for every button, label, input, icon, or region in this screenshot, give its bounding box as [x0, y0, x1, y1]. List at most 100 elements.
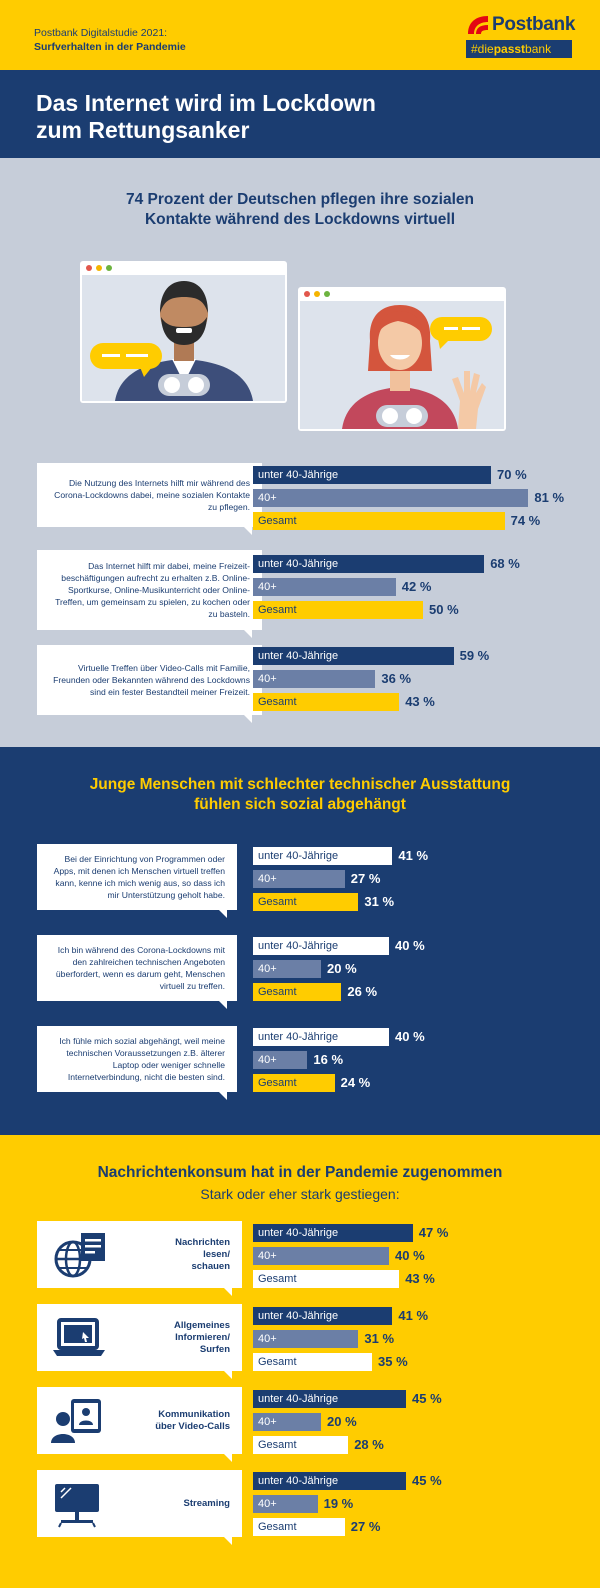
tag-bold: passt [493, 42, 526, 56]
statement-text: Das Internet hilft mir dabei, meine Frei… [55, 561, 250, 619]
series-label: Gesamt [258, 515, 297, 527]
bar-40+: 40+ [253, 960, 321, 978]
value-label: 81 % [534, 490, 565, 505]
value-label: 40 % [395, 1029, 425, 1044]
bar-40+: 40+ [253, 1051, 308, 1069]
series-label: 40+ [258, 1416, 277, 1428]
bar-unter 40-Jährige: unter 40-Jährige [253, 1224, 413, 1242]
value-label: 20 % [327, 961, 357, 976]
section-3-subheading: Stark oder eher stark gestiegen: [200, 1186, 400, 1202]
value-label: 16 % [313, 1052, 344, 1067]
series-label: Gesamt [258, 604, 297, 616]
bar-Gesamt: Gesamt [253, 601, 423, 619]
value-label: 40 % [395, 938, 425, 953]
series-label: Gesamt [258, 1521, 297, 1533]
statement-box-2-3: Ich fühle mich sozial abgehängt, weil me… [37, 1026, 237, 1100]
series-label: unter 40-Jährige [258, 1227, 339, 1239]
value-label: 40 % [395, 1248, 425, 1263]
value-label: 24 % [340, 1075, 371, 1090]
series-label: 40+ [258, 1054, 277, 1066]
logo-wordmark: Postbank [492, 14, 576, 35]
bar-40+: 40+ [253, 1330, 359, 1348]
speech-tail [243, 629, 252, 638]
statement-box-3-3: Kommunikation über Video-Calls [37, 1387, 242, 1462]
series-label: 40+ [258, 673, 277, 685]
value-label: 47 % [418, 1225, 449, 1240]
statement-text: Bei der Einrichtung von Programmen oder … [53, 854, 225, 900]
value-label: 59 % [459, 648, 490, 663]
bar-unter 40-Jährige: unter 40-Jährige [253, 847, 393, 865]
speech-tail [223, 1453, 232, 1462]
value-label: 20 % [327, 1414, 357, 1429]
category-label: Kommunikation über Video-Calls [155, 1408, 230, 1432]
bar-Gesamt: Gesamt [253, 983, 342, 1001]
statement-box-3-2: Allgemeines Informieren/ Surfen [37, 1304, 242, 1379]
statement-box-2-2: Ich bin während des Corona-Lockdowns mit… [37, 935, 237, 1009]
tag-suffix: bank [525, 42, 552, 56]
series-label: Gesamt [258, 896, 297, 908]
category-label: Streaming [183, 1497, 230, 1509]
category-label: Allgemeines Informieren/ Surfen [174, 1319, 230, 1355]
bar-Gesamt: Gesamt [253, 512, 505, 530]
study-subtitle: Surfverhalten in der Pandemie [34, 41, 186, 53]
title-band: Das Internet wird im Lockdown zum Rettun… [0, 70, 600, 158]
series-label: 40+ [258, 1333, 277, 1345]
statement-text: Ich fühle mich sozial abgehängt, weil me… [59, 1036, 225, 1082]
speech-tail [218, 1091, 227, 1100]
statement-box-3-4: Streaming [37, 1470, 242, 1545]
value-label: 35 % [378, 1354, 408, 1369]
bar-unter 40-Jährige: unter 40-Jährige [253, 647, 454, 665]
speech-tail [243, 526, 252, 535]
series-label: unter 40-Jährige [258, 469, 339, 481]
bar-Gesamt: Gesamt [253, 1270, 400, 1288]
series-label: Gesamt [258, 1439, 297, 1451]
video-call-illustration-icon [80, 261, 506, 431]
page-title: Das Internet wird im Lockdown zum Rettun… [36, 90, 376, 143]
section-2-heading: Junge Menschen mit schlechter technische… [89, 776, 511, 813]
statement-box-1-2: Das Internet hilft mir dabei, meine Frei… [37, 550, 262, 638]
statement-text: Virtuelle Treffen über Video-Calls mit F… [53, 663, 250, 697]
speech-tail [218, 909, 227, 918]
header: Postbank Digitalstudie 2021: Surfverhalt… [0, 0, 600, 70]
bar-Gesamt: Gesamt [253, 693, 400, 711]
section-3-heading: Nachrichtenkonsum hat in der Pandemie zu… [97, 1164, 503, 1181]
statement-text: Die Nutzung des Internets hilft mir währ… [54, 478, 250, 512]
series-label: 40+ [258, 873, 277, 885]
bar-Gesamt: Gesamt [253, 893, 359, 911]
series-label: unter 40-Jährige [258, 850, 339, 862]
speech-tail [218, 1000, 227, 1009]
bar-Gesamt: Gesamt [253, 1074, 335, 1092]
statement-box-1-1: Die Nutzung des Internets hilft mir währ… [37, 463, 262, 535]
value-label: 26 % [347, 984, 378, 999]
series-label: unter 40-Jährige [258, 1475, 339, 1487]
series-label: unter 40-Jährige [258, 650, 339, 662]
value-label: 31 % [364, 894, 395, 909]
bar-40+: 40+ [253, 578, 396, 596]
series-label: 40+ [258, 492, 277, 504]
value-label: 41 % [398, 1308, 429, 1323]
bar-40+: 40+ [253, 1413, 321, 1431]
statement-text: Ich bin während des Corona-Lockdowns mit… [55, 945, 225, 991]
value-label: 27 % [350, 871, 381, 886]
laptop-icon [49, 1314, 109, 1362]
series-label: unter 40-Jährige [258, 940, 339, 952]
bar-unter 40-Jährige: unter 40-Jährige [253, 1472, 406, 1490]
speech-tail [223, 1536, 232, 1545]
logo-hashtag: #diepasstbank [466, 40, 572, 58]
bar-unter 40-Jährige: unter 40-Jährige [253, 1307, 393, 1325]
speech-tail [243, 714, 252, 723]
value-label: 31 % [364, 1331, 395, 1346]
series-label: Gesamt [258, 696, 297, 708]
series-label: Gesamt [258, 986, 297, 998]
bar-40+: 40+ [253, 670, 376, 688]
statement-box-3-1: Nachrichten lesen/ schauen [37, 1221, 242, 1296]
postbank-logo-icon [468, 16, 488, 34]
bar-Gesamt: Gesamt [253, 1353, 372, 1371]
study-title: Postbank Digitalstudie 2021: [34, 27, 168, 39]
value-label: 45 % [412, 1391, 442, 1406]
series-label: unter 40-Jährige [258, 1310, 339, 1322]
statement-box-2-1: Bei der Einrichtung von Programmen oder … [37, 844, 237, 918]
value-label: 50 % [429, 602, 459, 617]
bar-unter 40-Jährige: unter 40-Jährige [253, 1390, 406, 1408]
series-label: 40+ [258, 963, 277, 975]
